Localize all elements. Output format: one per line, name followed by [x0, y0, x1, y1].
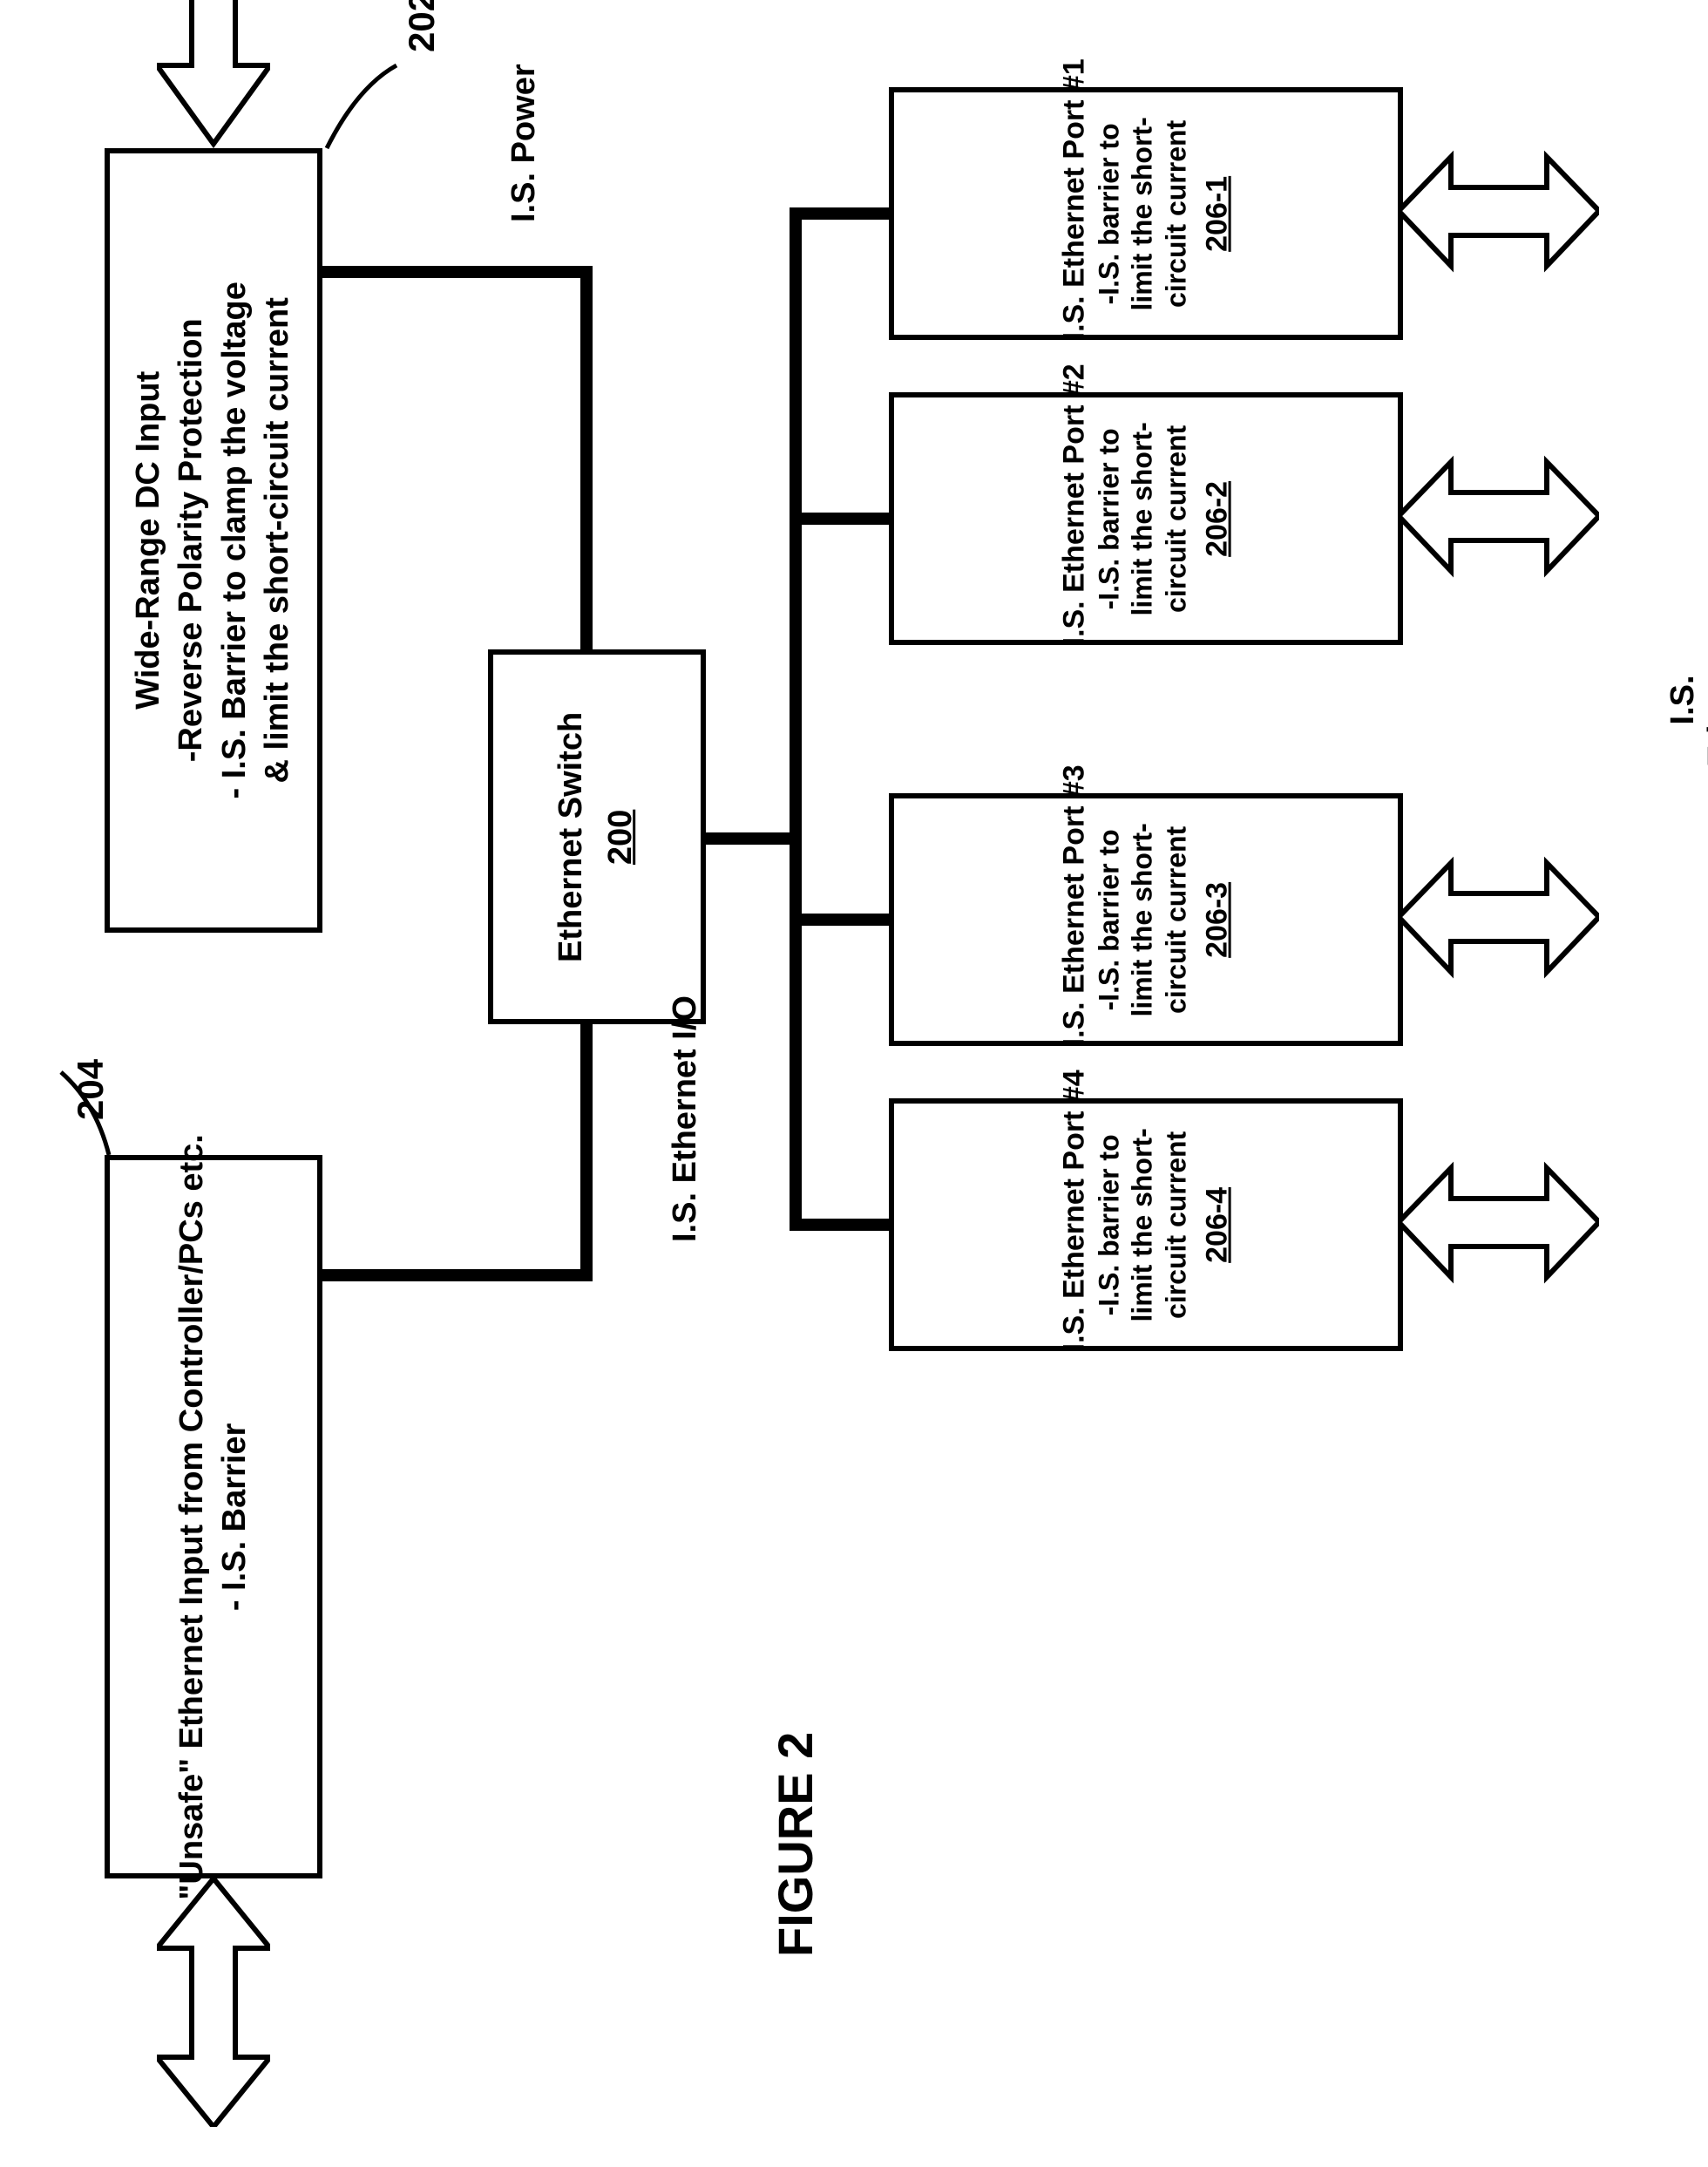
- arrow-port3-io: [1399, 846, 1599, 989]
- figure-label: FIGURE 2: [767, 1732, 824, 1957]
- conn-bus-port1: [790, 207, 889, 220]
- port4-line2: -I.S. barrier to limit the short-circuit…: [1092, 1111, 1192, 1338]
- arrow-port1-io: [1399, 139, 1599, 283]
- dc-input-box: Wide-Range DC Input -Reverse Polarity Pr…: [105, 148, 322, 933]
- ref-204-leader: [52, 1068, 113, 1164]
- ref-202-label: 202: [401, 0, 443, 52]
- port3-line2: -I.S. barrier to limit the short-circuit…: [1092, 806, 1192, 1033]
- port2-line1: I.S. Ethernet Port #2: [1057, 392, 1093, 645]
- port1-box: I.S. Ethernet Port #1 -I.S. barrier to l…: [889, 87, 1403, 340]
- unsafe-line2: - I.S. Barrier: [214, 1134, 256, 1899]
- dc-input-line4: & limit the short-circuit current: [256, 282, 299, 798]
- conn-bus-port2: [790, 513, 889, 525]
- conn-bus-v: [790, 209, 802, 1225]
- port2-ref: 206-2: [1200, 392, 1236, 645]
- port2-box: I.S. Ethernet Port #2 -I.S. barrier to l…: [889, 392, 1403, 645]
- unsafe-line1: "Unsafe" Ethernet Input from Controller/…: [171, 1134, 214, 1899]
- port1-line2: -I.S. barrier to limit the short-circuit…: [1092, 100, 1192, 327]
- unsafe-ethernet-box: "Unsafe" Ethernet Input from Controller/…: [105, 1155, 322, 1878]
- dc-input-line3: - I.S. Barrier to clamp the voltage: [214, 282, 256, 798]
- conn-bus-port4: [790, 1219, 889, 1231]
- port4-ref: 206-4: [1200, 1098, 1236, 1351]
- is-ethernet-io-left-label: I.S. Ethernet I/O: [667, 995, 704, 1242]
- dc-input-line2: -Reverse Polarity Protection: [171, 282, 214, 798]
- dc-input-line1: Wide-Range DC Input: [127, 282, 170, 798]
- conn-bus-port3: [790, 914, 889, 926]
- port4-box: I.S. Ethernet Port #4 -I.S. barrier to l…: [889, 1098, 1403, 1351]
- is-power-label: I.S. Power: [505, 64, 543, 222]
- port3-line1: I.S. Ethernet Port #3: [1057, 793, 1093, 1046]
- arrow-unsafe-io: [157, 1878, 270, 2127]
- arrow-dc-input: [157, 0, 270, 148]
- switch-line1: Ethernet Switch: [551, 711, 593, 961]
- conn-dc-out-h: [322, 266, 593, 278]
- conn-switch-bus-h: [706, 832, 802, 845]
- port1-ref: 206-1: [1200, 87, 1236, 340]
- is-ethernet-io-right-label: I.S. Ethernet I/O: [1664, 633, 1708, 767]
- port1-line1: I.S. Ethernet Port #1: [1057, 87, 1093, 340]
- diagram-root: Wide-Range DC Input -Reverse Polarity Pr…: [0, 0, 1708, 2167]
- arrow-port4-io: [1399, 1151, 1599, 1294]
- port3-box: I.S. Ethernet Port #3 -I.S. barrier to l…: [889, 793, 1403, 1046]
- port3-ref: 206-3: [1200, 793, 1236, 1046]
- arrow-port2-io: [1399, 445, 1599, 588]
- switch-ref: 200: [600, 711, 643, 961]
- conn-switch-unsafe-h: [322, 1269, 593, 1281]
- ref-202-leader: [322, 52, 401, 157]
- port4-line1: I.S. Ethernet Port #4: [1057, 1098, 1093, 1351]
- conn-switch-unsafe-v: [580, 1024, 593, 1281]
- ethernet-switch-box: Ethernet Switch 200: [488, 649, 706, 1024]
- conn-dc-out-v: [580, 266, 593, 649]
- port2-line2: -I.S. barrier to limit the short-circuit…: [1092, 405, 1192, 632]
